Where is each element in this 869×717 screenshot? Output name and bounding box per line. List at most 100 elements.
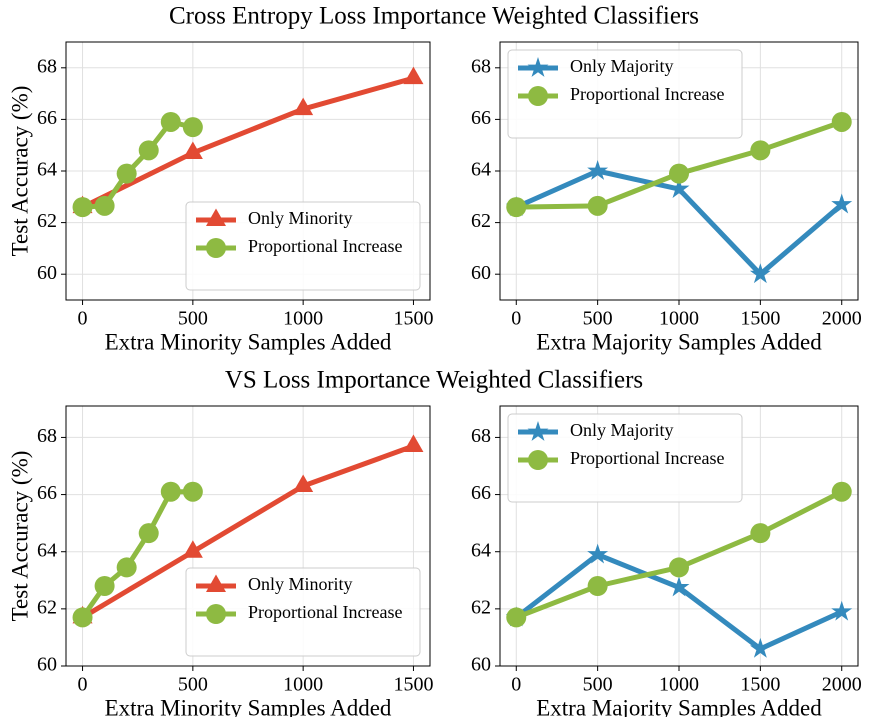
marker <box>669 163 689 184</box>
y-tick-label: 66 <box>471 482 491 504</box>
marker <box>293 474 314 492</box>
y-tick-label: 62 <box>37 210 57 232</box>
legend-label: Only Majority <box>570 56 674 76</box>
marker <box>94 576 115 596</box>
marker <box>506 607 527 628</box>
plot-frame <box>499 405 859 667</box>
x-tick-label: 500 <box>583 308 613 330</box>
legend-marker <box>206 604 226 624</box>
legend-marker <box>528 450 548 470</box>
marker <box>160 111 181 132</box>
series-line <box>80 489 193 619</box>
legend-marker <box>206 208 226 226</box>
y-tick-label: 64 <box>37 159 57 181</box>
marker <box>749 637 771 658</box>
x-axis-label: Extra Majority Samples Added <box>536 695 822 717</box>
y-tick-label: 62 <box>37 596 57 618</box>
series-line <box>81 443 415 620</box>
x-axis-label: Extra Minority Samples Added <box>105 695 392 717</box>
marker <box>116 557 137 578</box>
x-tick-label: 0 <box>78 308 88 330</box>
y-tick-label: 66 <box>471 107 491 129</box>
legend-label: Only Majority <box>570 420 674 440</box>
marker <box>750 523 771 544</box>
marker <box>138 523 159 544</box>
x-tick-label: 2000 <box>822 308 862 330</box>
marker <box>72 607 93 628</box>
legend-label: Proportional Increase <box>248 236 402 256</box>
x-tick-label: 1500 <box>393 308 433 330</box>
x-tick-label: 2000 <box>822 674 862 696</box>
x-tick-label: 0 <box>78 674 88 696</box>
marker <box>182 117 203 138</box>
legend-label: Proportional Increase <box>570 448 724 468</box>
legend-frame <box>185 567 421 657</box>
x-tick-label: 1000 <box>659 308 699 330</box>
series-line <box>82 119 194 210</box>
y-tick-label: 60 <box>471 654 491 676</box>
legend-label: Only Minority <box>248 208 353 228</box>
marker <box>403 434 424 452</box>
marker <box>72 197 93 218</box>
legend-marker <box>206 574 226 592</box>
marker <box>831 111 852 132</box>
y-axis-label: Test Accuracy (%) <box>7 451 32 622</box>
marker <box>182 540 203 558</box>
x-tick-label: 1500 <box>393 674 433 696</box>
marker <box>293 97 314 116</box>
x-tick-label: 0 <box>511 674 521 696</box>
y-axis-label: Test Accuracy (%) <box>7 86 32 257</box>
marker <box>587 160 609 180</box>
legend-frame <box>185 201 421 291</box>
plot-frame <box>499 41 859 301</box>
y-tick-label: 64 <box>471 159 491 181</box>
plot-frame <box>65 41 431 301</box>
legend-label: Proportional Increase <box>248 602 402 622</box>
marker <box>668 576 690 597</box>
marker <box>831 600 853 621</box>
x-tick-label: 500 <box>583 674 613 696</box>
marker <box>138 140 159 161</box>
legend-label: Proportional Increase <box>570 84 724 104</box>
marker <box>587 576 608 596</box>
row-title: Cross Entropy Loss Importance Weighted C… <box>169 3 699 30</box>
legend-marker <box>528 86 548 106</box>
plot-frame <box>65 405 431 667</box>
y-tick-label: 60 <box>471 262 491 284</box>
marker <box>669 557 689 578</box>
series-line <box>81 75 415 210</box>
marker <box>749 263 771 284</box>
y-tick-label: 60 <box>37 262 57 284</box>
x-tick-label: 500 <box>178 308 208 330</box>
y-tick-label: 64 <box>37 539 57 561</box>
marker <box>668 178 690 198</box>
y-tick-label: 66 <box>37 482 57 504</box>
x-tick-label: 1000 <box>283 674 323 696</box>
y-tick-label: 68 <box>471 425 491 447</box>
legend-label: Only Minority <box>248 574 353 594</box>
x-tick-label: 1000 <box>659 674 699 696</box>
x-tick-label: 1500 <box>740 308 780 330</box>
y-tick-label: 66 <box>37 107 57 129</box>
marker <box>587 195 608 216</box>
x-axis-label: Extra Majority Samples Added <box>536 329 822 354</box>
marker <box>506 197 527 218</box>
marker <box>116 163 137 184</box>
marker <box>831 193 853 214</box>
x-axis-label: Extra Minority Samples Added <box>105 329 392 354</box>
x-tick-label: 0 <box>511 308 521 330</box>
x-tick-label: 1000 <box>283 308 323 330</box>
row-title: VS Loss Importance Weighted Classifiers <box>225 367 643 394</box>
y-tick-label: 60 <box>37 654 57 676</box>
marker <box>94 195 115 216</box>
x-tick-label: 500 <box>178 674 208 696</box>
marker <box>831 481 852 502</box>
x-tick-label: 1500 <box>740 674 780 696</box>
marker <box>587 543 609 564</box>
marker <box>182 141 203 159</box>
marker <box>403 66 424 85</box>
legend-marker <box>527 421 549 441</box>
legend-marker <box>206 238 226 258</box>
y-tick-label: 62 <box>471 210 491 232</box>
